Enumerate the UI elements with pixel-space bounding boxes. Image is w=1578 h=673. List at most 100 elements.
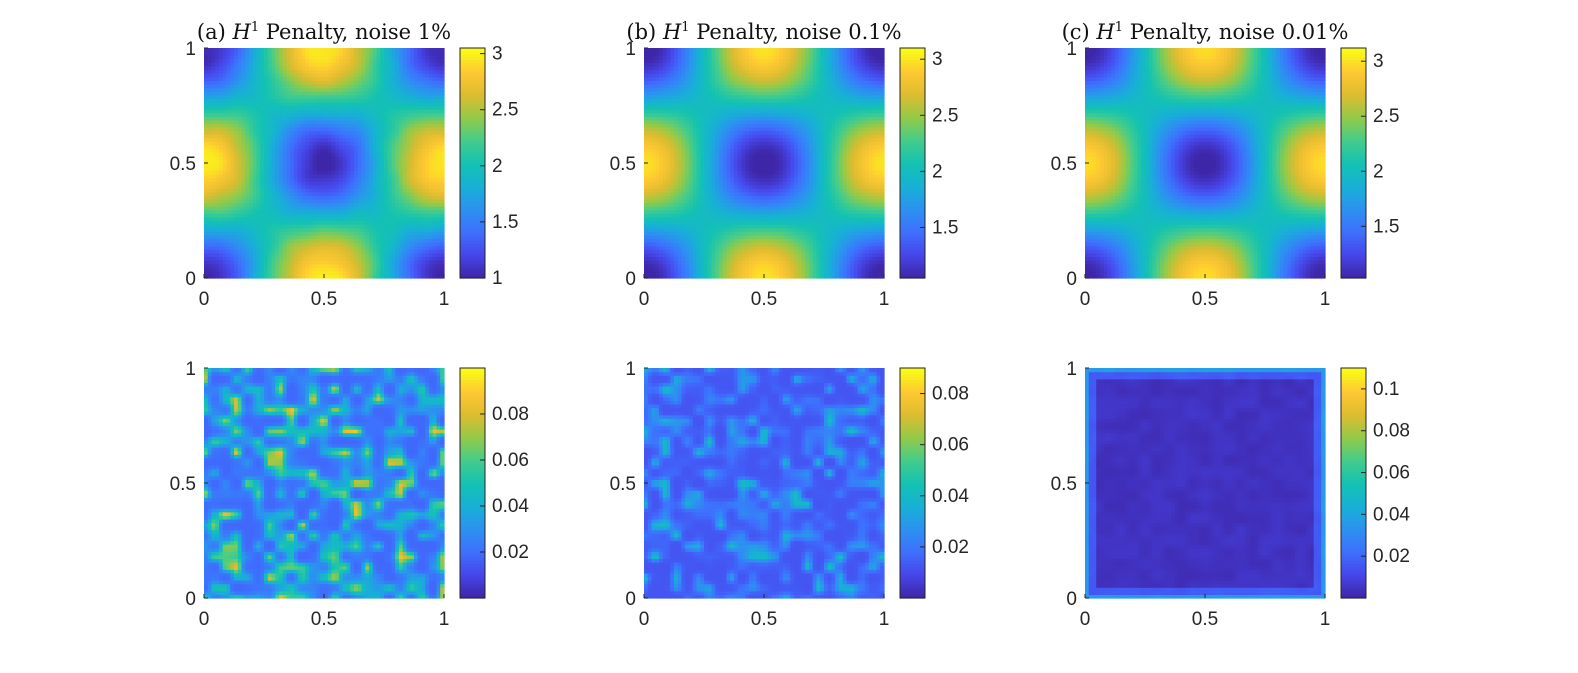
- heatmap-cell: [219, 80, 224, 85]
- heatmap-cell: [286, 80, 291, 85]
- heatmap-cell: [301, 62, 306, 67]
- heatmap-cell: [436, 224, 441, 229]
- heatmap-cell: [290, 62, 295, 67]
- heatmap-cell: [662, 249, 668, 254]
- heatmap-cell: [429, 202, 434, 207]
- heatmap-cell: [282, 238, 288, 243]
- heatmap-cell: [406, 249, 411, 254]
- heatmap-cell: [267, 109, 273, 114]
- heatmap-cell: [380, 238, 385, 243]
- heatmap-cell: [294, 73, 299, 78]
- heatmap-cell: [662, 256, 668, 261]
- heatmap-cell: [387, 98, 393, 103]
- heatmap-cell: [331, 173, 336, 178]
- heatmap-cell: [425, 220, 430, 225]
- heatmap-cell: [211, 231, 216, 236]
- heatmap-cell: [234, 83, 239, 89]
- heatmap-cell: [305, 48, 310, 53]
- heatmap-cell: [294, 62, 299, 67]
- heatmap-cell: [674, 260, 679, 265]
- heatmap-cell: [361, 145, 366, 150]
- heatmap-cell: [655, 173, 660, 178]
- heatmap-cell: [406, 270, 411, 275]
- heatmap-cell: [429, 65, 434, 71]
- heatmap-cell: [357, 87, 363, 92]
- heatmap-cell: [384, 249, 389, 254]
- heatmap-cell: [316, 198, 321, 204]
- heatmap-cell: [659, 177, 664, 182]
- heatmap-cell: [204, 267, 209, 272]
- heatmap-cell: [414, 58, 419, 63]
- heatmap-cell: [369, 105, 374, 110]
- heatmap-cell: [655, 166, 660, 171]
- heatmap-cell: [249, 116, 254, 121]
- heatmap-cell: [282, 137, 288, 143]
- heatmap-cell: [361, 123, 366, 128]
- heatmap-cell: [440, 141, 445, 146]
- heatmap-cell: [252, 188, 258, 193]
- heatmap-cell: [331, 152, 336, 157]
- heatmap-cell: [384, 48, 389, 53]
- heatmap-cell: [234, 227, 239, 232]
- heatmap-cell: [320, 202, 325, 207]
- heatmap-cell: [391, 80, 396, 85]
- heatmap-cell: [324, 170, 329, 175]
- heatmap-cell: [312, 87, 318, 92]
- heatmap-cell: [267, 83, 273, 89]
- heatmap-cell: [417, 270, 423, 275]
- heatmap-cell: [282, 260, 288, 265]
- heatmap-cell: [429, 274, 434, 279]
- heatmap-cell: [354, 216, 359, 222]
- heatmap-cell: [342, 216, 348, 222]
- heatmap-cell: [662, 94, 668, 99]
- heatmap-cell: [301, 109, 306, 114]
- heatmap-cell: [674, 238, 679, 243]
- heatmap-cell: [320, 170, 325, 175]
- heatmap-cell: [429, 256, 434, 261]
- heatmap-cell: [670, 252, 675, 258]
- heatmap-cell: [204, 116, 209, 121]
- heatmap-cell: [215, 119, 220, 125]
- heatmap-cell: [309, 130, 314, 135]
- heatmap-cell: [421, 245, 426, 250]
- heatmap-cell: [380, 80, 385, 85]
- heatmap-cell: [316, 224, 321, 229]
- heatmap-cell: [305, 101, 310, 107]
- heatmap-cell: [327, 80, 333, 85]
- heatmap-cell: [335, 249, 340, 254]
- colorbar-segment: [460, 140, 485, 144]
- heatmap-cell: [350, 83, 355, 89]
- heatmap-cell: [361, 238, 366, 243]
- heatmap-cell: [297, 245, 303, 250]
- heatmap-cell: [324, 130, 329, 135]
- heatmap-cell: [436, 80, 441, 85]
- heatmap-cell: [406, 98, 411, 103]
- heatmap-cell: [666, 249, 671, 254]
- heatmap-cell: [335, 263, 340, 268]
- heatmap-cell: [651, 202, 656, 207]
- colorbar-segment: [460, 237, 485, 242]
- heatmap-cell: [290, 98, 295, 103]
- heatmap-cell: [256, 234, 261, 240]
- heatmap-cell: [286, 216, 291, 222]
- heatmap-cell: [219, 127, 224, 132]
- heatmap-cell: [282, 177, 288, 182]
- heatmap-cell: [376, 245, 381, 250]
- heatmap-cell: [245, 163, 250, 168]
- heatmap-cell: [685, 91, 690, 96]
- heatmap-cell: [402, 91, 408, 96]
- heatmap-cell: [685, 62, 690, 67]
- heatmap-cell: [219, 51, 224, 56]
- heatmap-cell: [245, 112, 250, 117]
- heatmap-cell: [387, 213, 393, 218]
- heatmap-cell: [241, 105, 246, 110]
- heatmap-cell: [670, 180, 675, 186]
- heatmap-cell: [279, 91, 284, 96]
- heatmap-cell: [369, 116, 374, 121]
- heatmap-cell: [399, 76, 404, 81]
- heatmap-cell: [316, 69, 321, 74]
- heatmap-cell: [350, 177, 355, 182]
- heatmap-cell: [230, 184, 235, 189]
- heatmap-cell: [651, 184, 656, 189]
- heatmap-cell: [406, 155, 411, 160]
